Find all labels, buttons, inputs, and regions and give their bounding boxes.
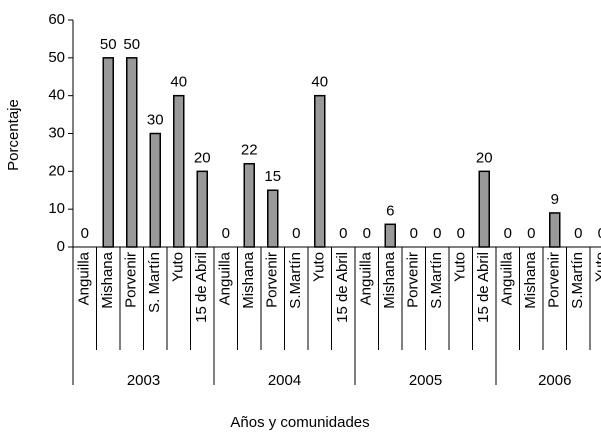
bar [196,170,208,248]
x-tick-label: Mishana [240,251,257,308]
value-label: 50 [123,36,140,53]
x-tick-label: Porvenir [123,252,140,308]
value-label: 0 [574,225,582,242]
value-label: 22 [241,142,258,159]
x-tick-label: Porvenir [405,252,422,308]
x-axis-title: Años y comunidades [230,414,369,431]
y-tick-label: 30 [48,124,65,141]
bar [549,212,561,248]
x-tick-label: Mishana [381,251,398,308]
x-tick-label: Anguilla [217,251,234,305]
x-tick-label: 15 de Abril [334,252,351,323]
bar [126,57,138,248]
x-tick-label: Porvenir [546,252,563,308]
value-label: 40 [311,74,328,91]
bar [267,189,279,248]
y-axis-title: Porcentaje [5,99,22,171]
bar [149,132,161,248]
value-label: 50 [100,36,117,53]
x-tick-label: S.Martín [287,252,304,309]
value-label: 9 [551,191,559,208]
bar [384,223,396,248]
x-tick-label: Yuto [593,252,601,282]
bar [243,163,255,248]
value-label: 0 [292,225,300,242]
x-tick-label: S. Martín [146,252,163,313]
x-tick-label: Mishana [522,251,539,308]
x-tick-label: Porvenir [264,252,281,308]
x-tick-label: Anguilla [76,251,93,305]
x-tick-label: 15 de Abril [193,252,210,323]
value-label: 15 [264,168,281,185]
bar [314,94,326,248]
x-tick-label: S.Martín [428,252,445,309]
x-tick-label: 15 de Abril [475,252,492,323]
value-label: 0 [527,225,535,242]
x-tick-label: Yuto [170,252,187,282]
y-tick-label: 0 [57,238,65,255]
x-tick-label: Yuto [452,252,469,282]
y-tick-label: 40 [48,87,65,104]
y-tick-label: 50 [48,49,65,66]
value-label: 0 [504,225,512,242]
group-label: 2005 [409,372,442,389]
y-tick-label: 10 [48,200,65,217]
y-tick-label: 60 [48,11,65,28]
value-label: 40 [170,74,187,91]
bar [173,94,185,248]
value-label: 0 [410,225,418,242]
x-tick-label: Yuto [311,252,328,282]
x-tick-label: Anguilla [358,251,375,305]
value-label: 20 [194,149,211,166]
group-label: 2006 [538,372,571,389]
value-label: 0 [433,225,441,242]
group-label: 2004 [268,372,301,389]
bar [478,170,490,248]
value-label: 0 [339,225,347,242]
value-label: 0 [222,225,230,242]
value-label: 30 [147,111,164,128]
x-tick-label: Anguilla [499,251,516,305]
value-label: 20 [476,149,493,166]
x-tick-label: Mishana [99,251,116,308]
value-label: 6 [386,202,394,219]
group-label: 2003 [127,372,160,389]
value-label: 0 [598,225,601,242]
x-tick-label: S.Martín [569,252,586,309]
y-tick-label: 20 [48,162,65,179]
value-label: 0 [81,225,89,242]
value-label: 0 [363,225,371,242]
value-label: 0 [457,225,465,242]
bar [102,57,114,248]
